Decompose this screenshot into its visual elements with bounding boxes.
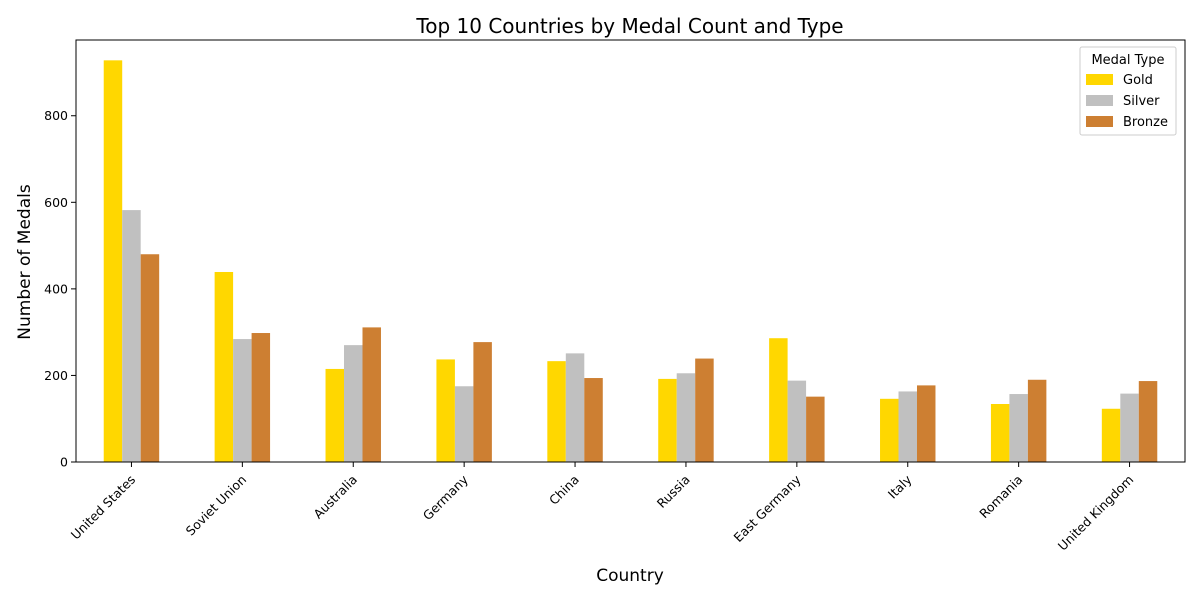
legend-title: Medal Type	[1091, 53, 1164, 68]
x-tick-label: Germany	[420, 471, 472, 523]
legend-swatch-silver	[1086, 95, 1113, 106]
bar-gold-germany	[436, 359, 455, 462]
x-tick-label: Romania	[976, 472, 1025, 521]
bar-gold-east-germany	[769, 338, 788, 462]
y-axis-label: Number of Medals	[15, 184, 35, 340]
bar-bronze-china	[584, 378, 603, 462]
y-tick-label: 800	[44, 108, 68, 123]
bar-bronze-romania	[1027, 379, 1047, 462]
x-tick-label: Italy	[885, 471, 915, 501]
x-tick-label: United Kingdom	[1055, 472, 1137, 554]
y-tick-label: 600	[44, 195, 68, 210]
bar-gold-soviet-union	[214, 271, 234, 462]
bar-silver-italy	[898, 391, 917, 462]
bars-group	[103, 60, 1158, 463]
legend-label-gold: Gold	[1123, 73, 1153, 88]
bar-gold-united-kingdom	[1101, 408, 1121, 462]
bar-bronze-united-states	[140, 254, 160, 462]
legend-label-silver: Silver	[1123, 94, 1160, 109]
bar-silver-china	[565, 353, 585, 462]
bar-silver-soviet-union	[233, 339, 252, 462]
y-tick-label: 400	[44, 281, 68, 296]
bar-gold-russia	[658, 378, 677, 462]
y-tick-label: 200	[44, 368, 68, 383]
y-tick-label: 0	[60, 455, 68, 470]
bar-gold-china	[547, 361, 566, 462]
legend-swatch-gold	[1086, 74, 1113, 85]
bar-bronze-italy	[916, 385, 936, 462]
y-axis: 0 200 400 600 800	[44, 108, 76, 470]
bar-bronze-soviet-union	[251, 333, 271, 462]
bar-gold-romania	[990, 404, 1010, 462]
bar-bronze-russia	[695, 358, 714, 462]
bar-gold-united-states	[103, 60, 123, 463]
legend-label-bronze: Bronze	[1123, 115, 1168, 130]
legend-swatch-bronze	[1086, 116, 1113, 127]
x-tick-label: Soviet Union	[183, 472, 250, 539]
legend: Medal Type Gold Silver Bronze	[1079, 46, 1177, 136]
x-tick-label: Australia	[310, 472, 360, 522]
bar-bronze-east-germany	[806, 396, 825, 462]
x-tick-label: East Germany	[731, 471, 805, 545]
bar-bronze-united-kingdom	[1138, 381, 1158, 462]
x-tick-label: China	[546, 472, 582, 508]
bar-gold-australia	[325, 368, 345, 462]
legend-box	[1079, 46, 1177, 136]
bar-gold-italy	[880, 398, 899, 462]
x-axis-label: Country	[596, 566, 664, 586]
bar-bronze-australia	[362, 327, 381, 462]
bar-silver-east-germany	[787, 380, 807, 462]
x-tick-label: Russia	[654, 472, 693, 511]
bar-silver-united-kingdom	[1120, 393, 1139, 462]
bar-silver-russia	[676, 373, 696, 462]
bar-silver-united-states	[122, 210, 141, 462]
bar-silver-australia	[344, 345, 363, 462]
chart-title: Top 10 Countries by Medal Count and Type	[415, 14, 843, 38]
bar-bronze-germany	[473, 342, 492, 462]
bar-silver-germany	[454, 386, 474, 462]
x-tick-label: United States	[68, 472, 138, 542]
x-axis: United States Soviet Union Australia German…	[68, 462, 1137, 554]
plot-frame	[75, 39, 1186, 463]
bar-silver-romania	[1009, 394, 1028, 462]
